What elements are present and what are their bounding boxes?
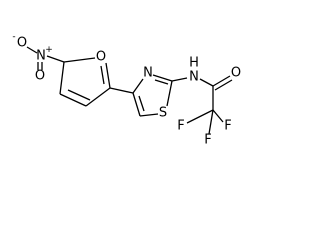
background bbox=[0, 0, 265, 152]
charge: + bbox=[45, 45, 53, 55]
bond bbox=[63, 57, 96, 63]
atom: F bbox=[204, 133, 211, 148]
bond bbox=[166, 80, 173, 107]
bond bbox=[109, 87, 134, 94]
bond bbox=[171, 77, 188, 82]
bond bbox=[199, 78, 214, 87]
bonds bbox=[26, 46, 233, 135]
atom: O bbox=[96, 50, 106, 65]
atom-labels: O - N + O O N S N H O F F F bbox=[12, 32, 241, 148]
atom-hydrogen: H bbox=[189, 56, 199, 71]
atom: F bbox=[224, 119, 231, 134]
bond bbox=[132, 92, 141, 117]
atom: O bbox=[17, 36, 27, 51]
bond bbox=[154, 79, 169, 85]
bond bbox=[100, 65, 105, 85]
bond bbox=[212, 75, 231, 87]
bond bbox=[59, 61, 65, 95]
charge: - bbox=[12, 32, 15, 42]
atom: F bbox=[177, 119, 184, 134]
bond bbox=[85, 87, 111, 107]
bond bbox=[139, 113, 159, 117]
bond bbox=[186, 109, 214, 124]
bond bbox=[152, 74, 173, 82]
bond bbox=[59, 93, 87, 107]
atom: O bbox=[35, 69, 45, 84]
bond bbox=[105, 62, 111, 89]
molecule-diagram: O - N + O O N S N H O F F F bbox=[0, 0, 265, 152]
bond bbox=[208, 109, 214, 135]
bond bbox=[67, 89, 91, 101]
atom: N bbox=[36, 49, 46, 64]
bond bbox=[26, 46, 38, 54]
atom: S bbox=[159, 106, 167, 121]
bond bbox=[212, 109, 224, 123]
atom: N bbox=[143, 66, 153, 81]
bond bbox=[132, 78, 144, 94]
atom: O bbox=[231, 66, 241, 81]
atom: N bbox=[189, 70, 199, 85]
bond bbox=[214, 79, 233, 91]
bond bbox=[138, 95, 145, 112]
bond bbox=[46, 55, 65, 63]
